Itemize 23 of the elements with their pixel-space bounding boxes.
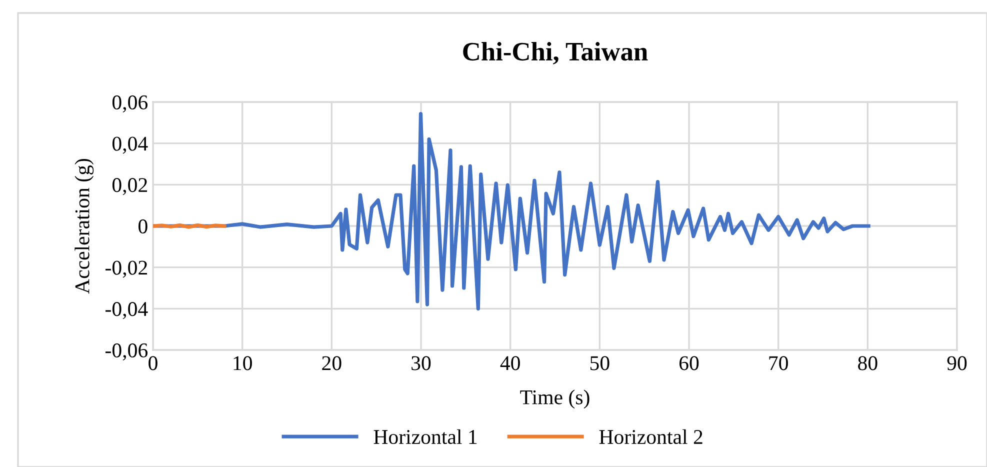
- x-tick-label: 10: [234, 356, 252, 370]
- legend-label: Horizontal 1: [374, 429, 477, 444]
- y-tick-label: 0,06: [112, 95, 148, 112]
- x-tick-label: 80: [858, 356, 878, 370]
- y-tick-label: -0,02: [106, 260, 147, 278]
- legend-label: Horizontal 2: [599, 429, 702, 444]
- x-axis-title: Time (s): [520, 390, 590, 409]
- x-tick-label: 0: [148, 356, 158, 370]
- x-tick-label: 50: [590, 356, 610, 370]
- y-tick-label: 0,02: [112, 178, 147, 196]
- y-tick-label: 0: [138, 219, 148, 234]
- y-tick-label: -0,04: [106, 302, 148, 320]
- y-tick-label: 0,04: [112, 136, 148, 154]
- y-axis-title: Acceleration (g): [74, 158, 94, 294]
- x-tick-label: 60: [679, 356, 699, 370]
- x-tick-label: 70: [769, 356, 788, 370]
- x-tick-label: 30: [412, 356, 431, 370]
- x-tick-label: 90: [947, 356, 967, 370]
- line-series: [153, 112, 870, 310]
- y-tick-label: -0,06: [106, 343, 148, 360]
- chart-title: Chi-Chi, Taiwan: [463, 42, 648, 64]
- x-tick-label: 20: [322, 356, 342, 370]
- x-tick-label: 40: [500, 356, 520, 370]
